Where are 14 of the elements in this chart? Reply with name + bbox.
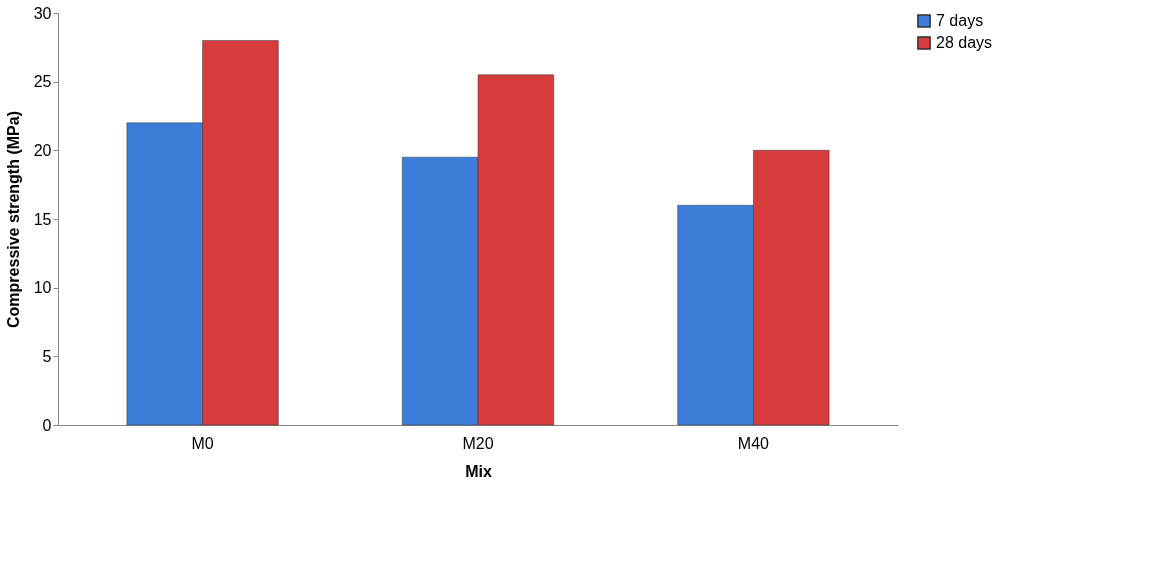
x-tick-label: M20 [462, 434, 494, 452]
legend-label: 28 days [936, 34, 993, 51]
y-tick-label: 0 [42, 416, 52, 434]
y-tick-label: 30 [33, 4, 52, 22]
legend-label: 7 days [936, 12, 984, 29]
x-axis-title: Mix [465, 462, 492, 480]
y-axis-title: Compressive strength (MPa) [4, 111, 22, 328]
y-tick-label: 5 [42, 347, 52, 365]
x-tick-label: M40 [737, 434, 770, 452]
y-tick-label: 10 [33, 279, 52, 297]
y-tick-label: 15 [33, 210, 52, 228]
y-tick-label: 25 [33, 73, 52, 91]
x-tick-label: M0 [191, 434, 214, 452]
y-tick-label: 20 [33, 141, 52, 159]
